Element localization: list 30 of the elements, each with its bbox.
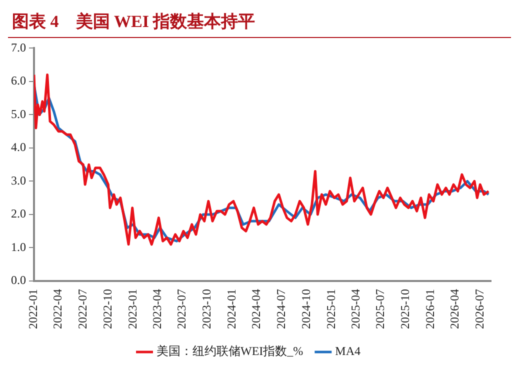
y-tick-label: 5.0 — [11, 106, 26, 121]
x-tick-label: 2024-01 — [224, 289, 238, 330]
x-tick-label: 2023-07 — [174, 289, 189, 330]
x-tick-label: 2026-07 — [472, 289, 486, 330]
x-tick-label: 2024-10 — [298, 289, 313, 330]
x-tick-label: 2023-01 — [125, 289, 140, 330]
x-tick-label: 2025-01 — [324, 289, 338, 330]
x-tick-label: 2024-07 — [274, 289, 288, 330]
x-tick-label: 2026-01 — [423, 289, 438, 330]
y-tick-label: 3.0 — [11, 173, 26, 188]
x-tick-label: 2024-04 — [249, 289, 264, 330]
x-tick-label: 2025-10 — [398, 289, 412, 330]
x-tick-label: 2023-10 — [200, 289, 214, 330]
x-tick-label: 2022-04 — [50, 289, 65, 330]
x-tick-label: 2025-04 — [348, 289, 362, 330]
legend-label: 美国：纽约联储WEI指数_% — [156, 344, 304, 358]
y-tick-label: 1.0 — [11, 240, 26, 254]
x-tick-label: 2022-01 — [26, 289, 40, 330]
x-tick-label: 2025-07 — [373, 289, 388, 330]
legend-label: MA4 — [335, 344, 360, 358]
y-tick-label: 4.0 — [11, 140, 26, 154]
y-tick-label: 0.0 — [11, 273, 26, 288]
y-tick-label: 2.0 — [11, 206, 26, 221]
x-tick-label: 2026-04 — [448, 289, 462, 330]
chart-title: 图表 4 美国 WEI 指数基本持平 — [8, 8, 511, 38]
x-tick-label: 2022-07 — [75, 289, 90, 330]
x-tick-label: 2023-04 — [150, 289, 164, 330]
y-tick-label: 6.0 — [11, 74, 26, 88]
x-tick-label: 2022-10 — [100, 289, 114, 330]
y-tick-label: 7.0 — [11, 40, 26, 54]
